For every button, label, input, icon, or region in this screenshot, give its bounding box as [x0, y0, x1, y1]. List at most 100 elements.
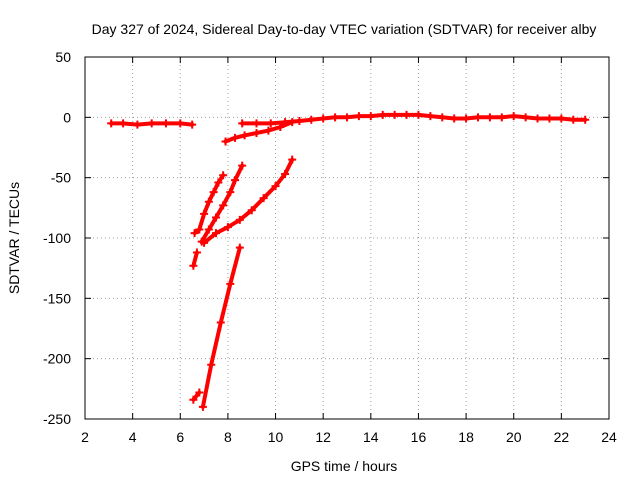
data-layer: [107, 110, 590, 411]
series-line: [202, 157, 295, 245]
data-point: [462, 114, 471, 123]
x-tick-label: 8: [224, 429, 232, 445]
x-tick-label: 20: [506, 429, 522, 445]
data-point: [238, 119, 247, 128]
data-point: [219, 201, 228, 210]
data-point: [581, 115, 590, 124]
y-axis-label: SDTVAR / TECUs: [6, 182, 22, 294]
data-point: [223, 223, 232, 232]
data-point: [295, 116, 304, 125]
data-point: [214, 178, 223, 187]
y-tick-label: -50: [51, 170, 71, 186]
data-point: [259, 194, 268, 203]
data-point: [497, 113, 506, 122]
series-line: [200, 245, 242, 409]
data-point: [533, 114, 542, 123]
data-point: [557, 114, 566, 123]
data-point: [235, 243, 244, 252]
data-point: [198, 402, 207, 411]
data-point: [569, 115, 578, 124]
x-axis-label: GPS time / hours: [291, 458, 398, 474]
data-point: [509, 112, 518, 121]
data-point: [319, 114, 328, 123]
y-tick-label: -150: [43, 290, 71, 306]
data-point: [200, 209, 209, 218]
data-point: [235, 215, 244, 224]
x-tick-label: 2: [81, 429, 89, 445]
data-point: [226, 279, 235, 288]
data-point: [231, 133, 240, 142]
data-point: [231, 176, 240, 185]
data-point: [119, 119, 128, 128]
data-point: [288, 118, 297, 127]
data-point: [192, 248, 201, 257]
data-point: [195, 388, 204, 397]
data-point: [354, 112, 363, 121]
data-point: [252, 119, 261, 128]
data-point: [402, 110, 411, 119]
x-tick-label: 4: [129, 429, 137, 445]
data-point: [521, 113, 530, 122]
data-point: [414, 110, 423, 119]
data-point: [189, 261, 198, 270]
x-tick-label: 10: [268, 429, 284, 445]
series-arc-g: [189, 388, 204, 404]
series-main-baseline: [107, 119, 197, 129]
grid-layer: [85, 57, 609, 419]
data-point: [331, 113, 340, 122]
data-point: [247, 206, 256, 215]
data-point: [216, 318, 225, 327]
series-arc-b: [190, 171, 228, 238]
data-point: [195, 225, 204, 234]
x-tick-label: 12: [315, 429, 331, 445]
series-arc-e: [189, 248, 201, 270]
chart-title: Day 327 of 2024, Sidereal Day-to-day VTE…: [92, 21, 597, 37]
data-point: [204, 197, 213, 206]
x-tick-label: 6: [176, 429, 184, 445]
data-point: [438, 113, 447, 122]
series-recovery-baseline: [238, 110, 590, 128]
plot-frame: [84, 56, 610, 420]
data-point: [426, 112, 435, 121]
data-point: [307, 115, 316, 124]
data-point: [204, 225, 213, 234]
data-point: [221, 137, 230, 146]
data-point: [288, 155, 297, 164]
x-tick-label: 24: [601, 429, 617, 445]
data-point: [161, 119, 170, 128]
data-point: [188, 120, 197, 129]
data-point: [378, 110, 387, 119]
data-point: [264, 126, 273, 135]
data-point: [474, 113, 482, 122]
data-point: [200, 238, 209, 247]
data-point: [276, 122, 285, 131]
data-point: [176, 119, 185, 128]
data-point: [133, 120, 142, 129]
y-tick-label: 0: [63, 109, 71, 125]
data-point: [252, 129, 261, 138]
data-point: [212, 213, 220, 222]
y-tick-label: -250: [43, 411, 71, 427]
series-line: [191, 390, 202, 402]
x-tick-label: 18: [458, 429, 474, 445]
data-point: [207, 360, 216, 369]
data-point: [390, 110, 399, 119]
data-point: [107, 119, 116, 128]
y-tick-label: -100: [43, 230, 71, 246]
data-point: [450, 114, 459, 123]
data-point: [271, 182, 280, 191]
series-arc-f: [198, 243, 244, 411]
data-point: [240, 131, 249, 140]
data-point: [266, 119, 275, 128]
data-point: [209, 188, 218, 197]
data-point: [545, 114, 554, 123]
data-point: [190, 229, 199, 238]
axis-layer: 2 4 6 8 10 12 14 16 18 20 22 24-250-200-150-100-500…: [43, 49, 617, 445]
x-tick-label: 14: [363, 429, 379, 445]
y-tick-label: -200: [43, 351, 71, 367]
x-tick-label: 16: [411, 429, 427, 445]
data-point: [189, 395, 198, 404]
series-arc-a: [221, 118, 297, 146]
y-tick-label: 50: [55, 49, 71, 65]
